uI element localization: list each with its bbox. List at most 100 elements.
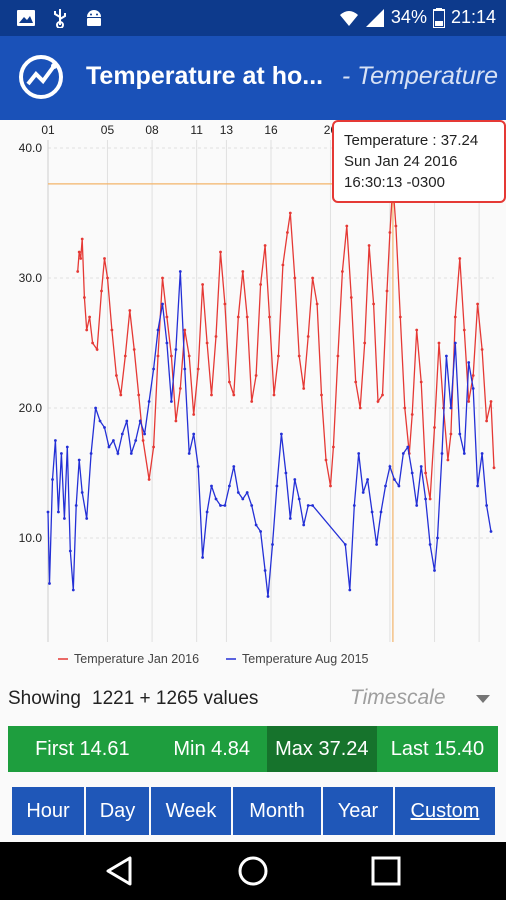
data-point xyxy=(128,309,132,312)
data-point xyxy=(254,523,258,527)
data-point xyxy=(280,432,283,436)
data-point xyxy=(123,354,127,358)
data-point xyxy=(458,432,462,436)
app-logo-icon[interactable] xyxy=(16,52,66,102)
tab-day[interactable]: Day xyxy=(86,787,149,835)
data-point xyxy=(119,393,123,397)
home-icon[interactable] xyxy=(237,855,269,887)
tab-year[interactable]: Year xyxy=(323,787,393,835)
data-point xyxy=(320,393,323,397)
data-point xyxy=(165,315,169,319)
data-point xyxy=(293,276,297,280)
data-point xyxy=(161,302,164,306)
data-point xyxy=(74,504,78,507)
data-point xyxy=(410,471,414,475)
data-point xyxy=(245,315,249,319)
timescale-dropdown[interactable]: Timescale xyxy=(350,686,446,709)
data-point xyxy=(277,354,280,358)
data-point xyxy=(65,445,69,449)
tab-custom[interactable]: Custom xyxy=(395,787,495,835)
data-point xyxy=(275,484,279,488)
data-point xyxy=(236,491,240,494)
stats-bar: First 14.61 Min 4.84 Max 37.24 Last 15.4… xyxy=(8,726,498,772)
data-point xyxy=(228,484,231,488)
data-point xyxy=(71,588,75,592)
data-point xyxy=(384,484,387,488)
data-point xyxy=(187,354,191,358)
android-icon xyxy=(87,10,101,26)
data-point xyxy=(170,400,173,403)
app-title: Temperature at ho... xyxy=(86,62,324,90)
data-point xyxy=(480,348,484,351)
stat-max[interactable]: Max 37.24 xyxy=(266,726,377,772)
data-point xyxy=(393,478,396,481)
data-point xyxy=(352,504,356,507)
data-point xyxy=(467,361,471,364)
data-point xyxy=(428,497,432,501)
data-point xyxy=(268,315,271,319)
tab-hour[interactable]: Hour xyxy=(12,787,84,835)
data-point xyxy=(403,406,407,410)
data-point xyxy=(116,452,120,455)
status-left-icons xyxy=(16,8,104,28)
data-point xyxy=(187,452,191,455)
data-point xyxy=(379,510,383,514)
data-point xyxy=(329,484,332,488)
data-point xyxy=(241,497,245,501)
temperature-chart[interactable]: 0105081113162024273010.020.030.040.0Temp… xyxy=(0,120,506,680)
stat-first[interactable]: First 14.61 xyxy=(35,737,130,760)
tab-month[interactable]: Month xyxy=(233,787,321,835)
data-point xyxy=(348,588,352,592)
data-point xyxy=(388,465,392,468)
tab-week[interactable]: Week xyxy=(151,787,231,835)
data-point xyxy=(480,452,484,455)
data-point xyxy=(192,413,196,416)
data-point xyxy=(489,400,493,403)
chevron-down-icon[interactable] xyxy=(476,695,490,703)
data-point xyxy=(354,380,358,384)
data-point xyxy=(415,504,419,507)
series-line-jan-2016 xyxy=(77,184,495,500)
data-point xyxy=(120,432,124,436)
data-point xyxy=(433,569,436,572)
data-point xyxy=(476,302,479,306)
data-point xyxy=(147,478,151,481)
data-point xyxy=(388,231,392,234)
data-point xyxy=(161,276,164,280)
x-tick-label: 08 xyxy=(145,123,159,137)
data-point xyxy=(492,466,496,470)
data-point xyxy=(284,471,288,475)
data-point xyxy=(132,348,136,351)
stat-min[interactable]: Min 4.84 xyxy=(173,737,251,760)
x-tick-label: 16 xyxy=(264,123,278,137)
data-point xyxy=(367,244,371,247)
data-point xyxy=(297,354,301,358)
signal-icon xyxy=(365,8,384,27)
data-point xyxy=(236,315,240,319)
data-point xyxy=(370,510,374,514)
data-point xyxy=(415,328,419,332)
data-point xyxy=(76,270,80,273)
data-point xyxy=(372,302,375,306)
data-point xyxy=(424,497,427,501)
data-point xyxy=(254,374,258,377)
data-point xyxy=(210,484,213,488)
data-point xyxy=(357,452,361,455)
tooltip-value: Temperature : 37.24 xyxy=(344,132,479,149)
data-point xyxy=(80,237,84,241)
x-tick-label: 13 xyxy=(220,123,234,137)
recents-icon[interactable] xyxy=(371,856,401,886)
data-point xyxy=(205,341,209,345)
data-point xyxy=(410,413,414,416)
data-point xyxy=(68,549,72,553)
back-icon[interactable] xyxy=(104,855,136,887)
data-point xyxy=(476,484,479,488)
x-tick-label: 01 xyxy=(41,123,55,137)
data-point xyxy=(138,419,142,423)
data-point xyxy=(134,439,138,442)
data-point xyxy=(80,491,84,494)
data-point xyxy=(137,393,141,397)
data-point xyxy=(141,439,145,442)
stat-last[interactable]: Last 15.40 xyxy=(390,737,485,760)
